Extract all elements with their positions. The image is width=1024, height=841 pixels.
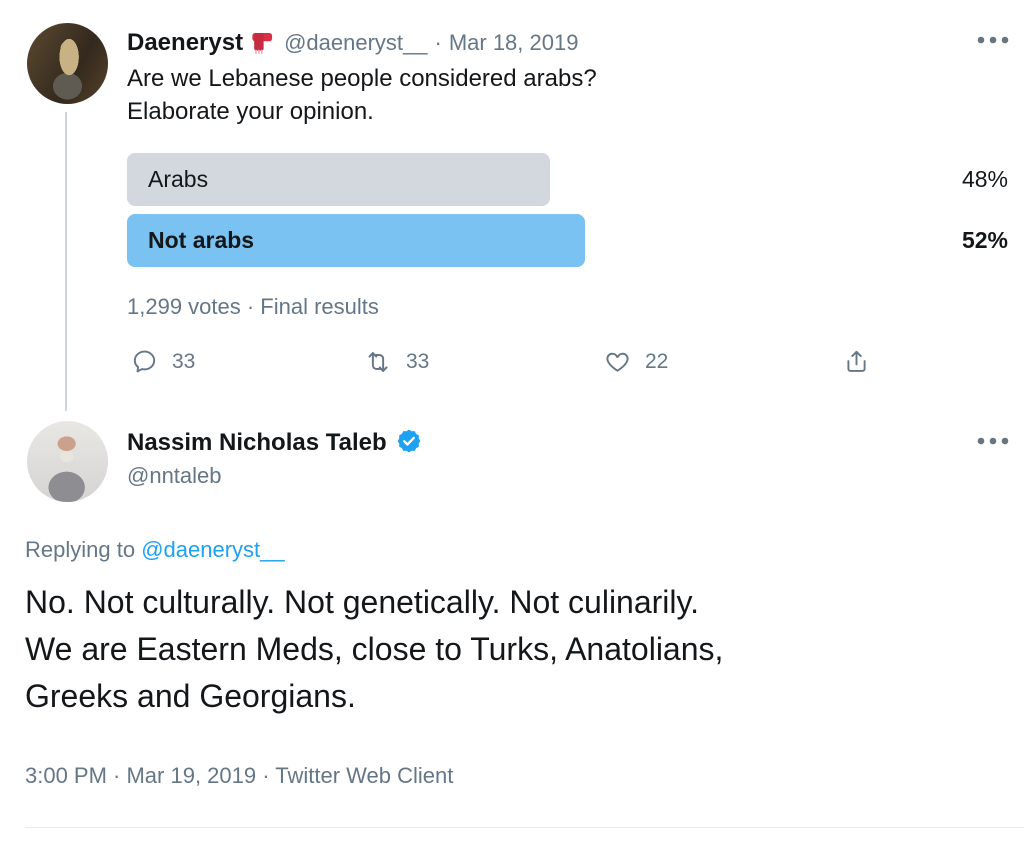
like-button[interactable]: 22 bbox=[604, 348, 668, 375]
share-button[interactable] bbox=[843, 348, 870, 375]
tweet1-more-button[interactable] bbox=[976, 33, 1010, 52]
tweet2-handle[interactable]: @nntaleb bbox=[127, 463, 222, 488]
thread-connector-line bbox=[65, 112, 67, 411]
retweet-count: 33 bbox=[406, 350, 430, 373]
avatar-daeneryst[interactable] bbox=[27, 23, 108, 104]
replying-to-label: Replying to bbox=[25, 537, 136, 562]
tweet2-more-button[interactable] bbox=[976, 434, 1010, 453]
poll-bar bbox=[127, 214, 586, 267]
poll-bar bbox=[127, 153, 550, 206]
meta-separator: · bbox=[434, 29, 442, 55]
avatar-taleb[interactable] bbox=[27, 421, 108, 502]
poll-summary: 1,299 votes · Final results bbox=[127, 294, 379, 319]
poll-option-percent: 48% bbox=[961, 166, 1008, 192]
poll: Arabs 48% Not arabs 52% 1,299 votes · Fi… bbox=[127, 153, 1008, 319]
poll-option-percent: 52% bbox=[961, 227, 1008, 253]
share-icon bbox=[843, 348, 870, 375]
retweet-icon bbox=[364, 348, 392, 376]
replying-to-handle-link[interactable]: @daeneryst__ bbox=[141, 537, 285, 562]
tweet2-text: No. Not culturally. Not genetically. Not… bbox=[25, 584, 724, 714]
tweet1-date[interactable]: Mar 18, 2019 bbox=[448, 29, 579, 55]
tweet1-header: Daeneryst @daeneryst__ · Mar 18, 2019 bbox=[127, 26, 578, 59]
replying-to: Replying to @daeneryst__ bbox=[25, 537, 285, 563]
tweet1-display-name[interactable]: Daeneryst bbox=[127, 28, 244, 56]
poll-option-arabs: Arabs 48% bbox=[127, 153, 1008, 206]
reply-button[interactable]: 33 bbox=[131, 348, 195, 375]
poll-option-label: Not arabs bbox=[148, 227, 255, 253]
like-count: 22 bbox=[645, 349, 669, 373]
scarf-emoji-icon bbox=[249, 29, 276, 62]
reply-count: 33 bbox=[172, 349, 196, 373]
tweet1-handle[interactable]: @daeneryst__ bbox=[284, 29, 428, 55]
tweet2-display-name[interactable]: Nassim Nicholas Taleb bbox=[127, 428, 387, 456]
tweet2-header: Nassim Nicholas Taleb bbox=[127, 427, 422, 458]
poll-option-not-arabs: Not arabs 52% bbox=[127, 214, 1008, 267]
tweet1-action-bar: 33 33 22 bbox=[127, 348, 1008, 382]
reply-icon bbox=[131, 348, 158, 375]
heart-icon bbox=[604, 348, 631, 375]
poll-option-label: Arabs bbox=[148, 166, 209, 192]
verified-badge-icon bbox=[396, 428, 422, 459]
bottom-divider bbox=[25, 827, 1024, 828]
tweet1-text: Are we Lebanese people considered arabs?… bbox=[127, 65, 597, 125]
retweet-button[interactable]: 33 bbox=[364, 348, 429, 376]
tweet2-timestamp[interactable]: 3:00 PM · Mar 19, 2019 · Twitter Web Cli… bbox=[25, 763, 454, 788]
